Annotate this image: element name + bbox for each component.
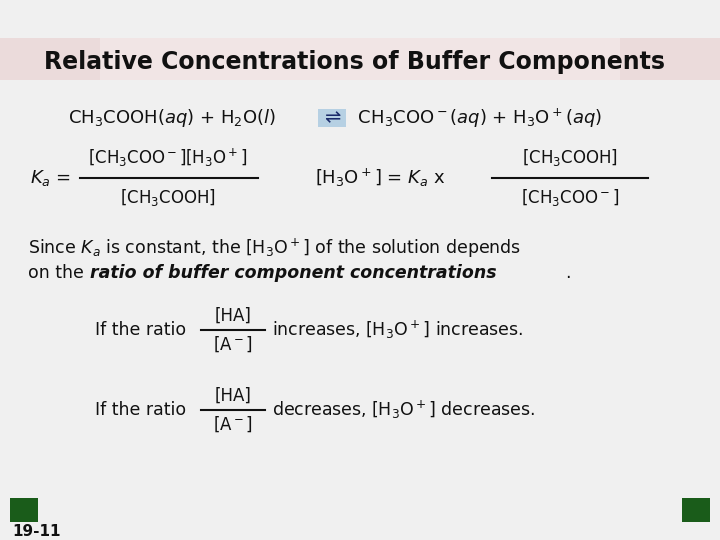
Bar (318, 109, 346, 127)
Text: [CH$_3$COO$^-$][H$_3$O$^+$]: [CH$_3$COO$^-$][H$_3$O$^+$] (89, 147, 248, 169)
Text: Relative Concentrations of Buffer Components: Relative Concentrations of Buffer Compon… (45, 50, 665, 74)
Text: [H$_3$O$^+$] = $K_a$ x: [H$_3$O$^+$] = $K_a$ x (315, 167, 446, 189)
Text: ratio of buffer component concentrations: ratio of buffer component concentrations (90, 264, 497, 282)
Text: decreases, [H$_3$O$^+$] decreases.: decreases, [H$_3$O$^+$] decreases. (272, 399, 535, 421)
Text: .: . (565, 264, 570, 282)
Text: [A$^-$]: [A$^-$] (213, 334, 253, 354)
Text: [HA]: [HA] (215, 307, 251, 325)
Bar (100, 38, 620, 80)
Text: 19-11: 19-11 (12, 524, 60, 539)
Text: [CH$_3$COOH]: [CH$_3$COOH] (120, 187, 216, 208)
Text: [HA]: [HA] (215, 387, 251, 405)
Bar (682, 498, 710, 522)
Text: CH$_3$COOH$\mathit{(aq)}$ + H$_2$O$\mathit{(l)}$: CH$_3$COOH$\mathit{(aq)}$ + H$_2$O$\math… (68, 107, 276, 129)
Bar (0, 38, 720, 80)
Text: [CH$_3$COOH]: [CH$_3$COOH] (522, 147, 618, 168)
Text: Since $K_a$ is constant, the [H$_3$O$^+$] of the solution depends: Since $K_a$ is constant, the [H$_3$O$^+$… (28, 237, 521, 260)
Text: [CH$_3$COO$^-$]: [CH$_3$COO$^-$] (521, 187, 619, 208)
Text: [A$^-$]: [A$^-$] (213, 414, 253, 434)
Text: on the: on the (28, 264, 89, 282)
Bar (10, 498, 38, 522)
Text: If the ratio: If the ratio (95, 321, 186, 339)
Text: $\rightleftharpoons$: $\rightleftharpoons$ (321, 109, 343, 127)
Text: $K_a$ =: $K_a$ = (30, 168, 71, 188)
Text: increases, [H$_3$O$^+$] increases.: increases, [H$_3$O$^+$] increases. (272, 319, 523, 341)
Text: CH$_3$COO$^-\mathit{(aq)}$ + H$_3$O$^+\mathit{(aq)}$: CH$_3$COO$^-\mathit{(aq)}$ + H$_3$O$^+\m… (352, 106, 602, 130)
Text: If the ratio: If the ratio (95, 401, 186, 419)
